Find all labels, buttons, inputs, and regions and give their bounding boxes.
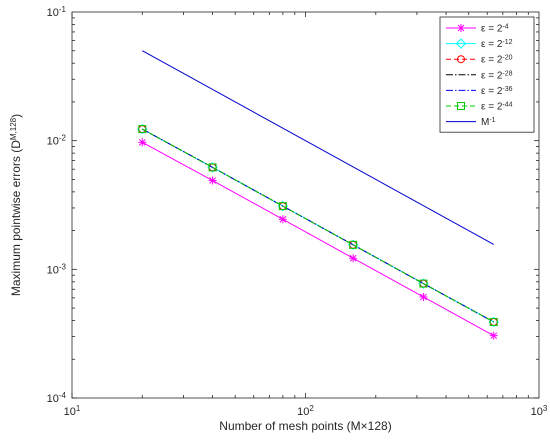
legend-label: ε = 2-4 [481,23,509,35]
asterisk-marker [489,331,498,340]
square-marker [138,125,147,134]
series-0 [138,138,498,340]
y-axis-label-main: Maximum pointwise errors (D [9,140,23,296]
asterisk-marker [457,24,465,32]
legend-label: M-1 [481,117,496,129]
asterisk-marker [278,215,287,224]
x-tick-label: 101 [64,404,81,419]
legend-entry: ε = 2-20 [446,54,513,66]
x-tick-label: 102 [297,404,314,419]
y-axis-label: Maximum pointwise errors (DM,128) [9,114,24,296]
square-marker [457,102,465,110]
y-tick-label: 10-1 [47,5,67,20]
legend-entry: ε = 2-36 [446,85,513,97]
circle-marker [457,55,465,64]
series-5 [138,125,498,326]
series-line [142,50,494,245]
legend-entry: M-1 [446,117,496,129]
legend-label: ε = 2-28 [481,70,513,82]
x-axis-label: Number of mesh points (M×128) [219,419,391,433]
asterisk-marker [138,138,147,147]
data-series [137,50,499,340]
y-axis-label-sup: M,128 [9,117,18,140]
asterisk-marker [419,292,428,301]
y-tick-label: 10-2 [47,133,67,148]
diamond-marker [455,38,467,49]
y-axis-label-close: ) [9,114,23,118]
legend-label: ε = 2-12 [481,39,513,51]
legend-entry: ε = 2-28 [446,70,513,82]
square-marker [489,317,498,326]
square-marker [419,279,428,288]
asterisk-marker [208,176,217,185]
asterisk-marker [349,254,358,263]
y-tick-label: 10-3 [47,262,67,277]
square-marker [208,163,217,172]
legend-label: ε = 2-20 [481,54,513,65]
x-tick-label: 103 [531,404,548,419]
legend-entry: ε = 2-4 [446,23,509,35]
square-marker [349,240,358,249]
plot-border [71,11,540,399]
legend: ε = 2-4 ε = 2-12 ε = 2-20 ε = 2-28 ε = 2-36 ε… [439,16,535,133]
legend-label: ε = 2-44 [481,101,513,113]
square-marker [278,202,287,211]
series-6 [142,50,494,245]
series-line [142,141,494,337]
legend-label: ε = 2-36 [481,85,513,97]
legend-entry: ε = 2-44 [446,101,513,113]
series-line [142,128,494,323]
y-tick-label: 10-4 [47,391,67,406]
axis-ticks: 101 102 103 10-4 10-3 10-2 10-1 [47,5,548,419]
legend-entry: ε = 2-12 [446,38,513,51]
